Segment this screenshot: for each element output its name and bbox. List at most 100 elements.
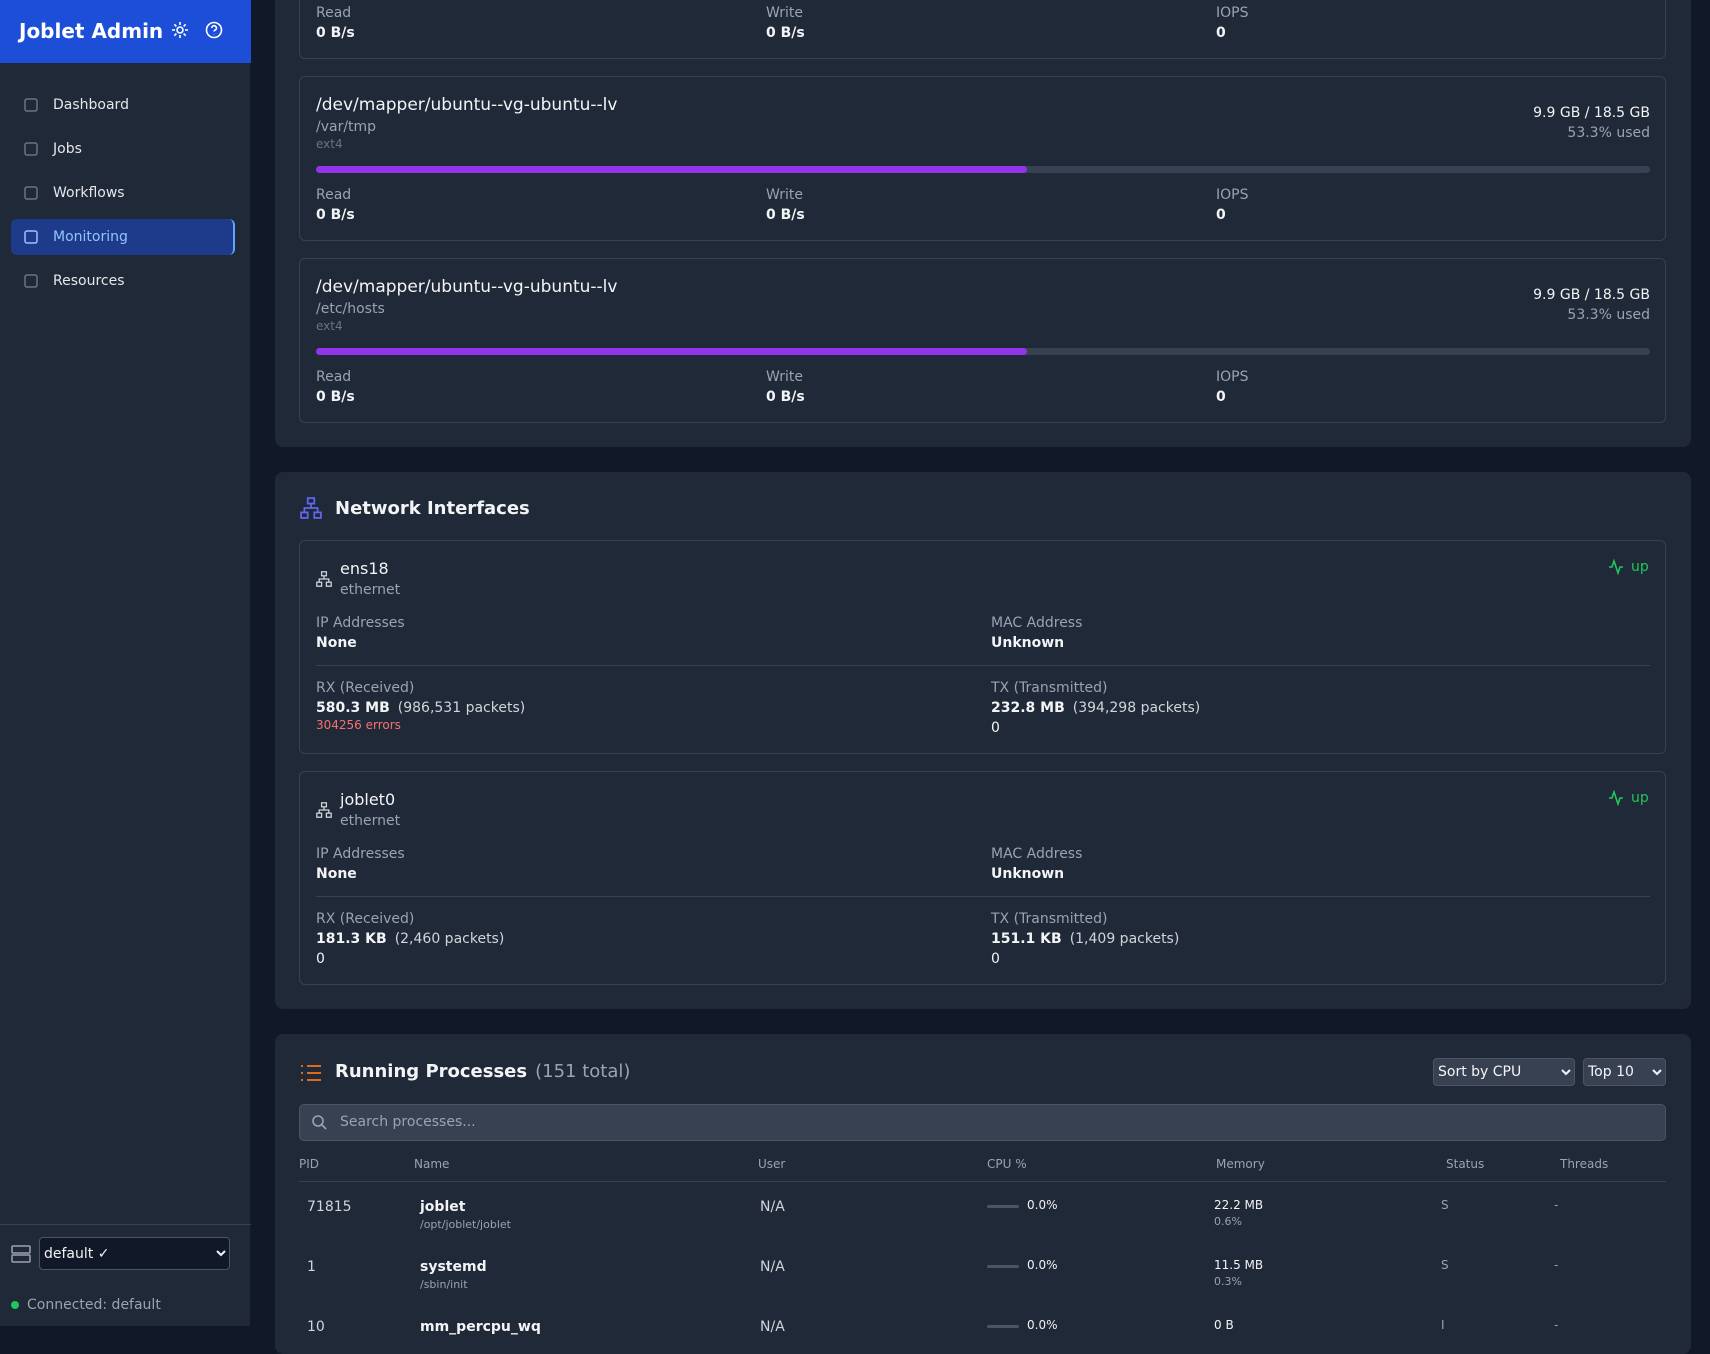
- interface-card: [299, 771, 1666, 985]
- nav-active: [11, 219, 235, 255]
- column-header: Threads: [1560, 1156, 1609, 1171]
- disk-used: 53.3% used: [1567, 306, 1650, 323]
- stat-label: IOPS: [1216, 4, 1249, 21]
- interface-name: ens18: [340, 559, 389, 579]
- nav-icon: [23, 229, 39, 249]
- disk-usage: 9.9 GB / 18.5 GB: [1533, 286, 1650, 303]
- interface-status: up: [1631, 558, 1649, 575]
- column-header: Name: [414, 1156, 450, 1171]
- disk-device: /dev/mapper/ubuntu--vg-ubuntu--lv: [316, 94, 618, 115]
- nav-item[interactable]: Dashboard: [53, 96, 129, 113]
- stat-value: 0: [1216, 206, 1226, 223]
- process-name: systemd: [420, 1258, 487, 1275]
- rx-extra: 0: [316, 950, 325, 967]
- process-name: joblet: [420, 1198, 466, 1215]
- column-header: PID: [299, 1156, 320, 1171]
- rx-value: 580.3 MB: [316, 699, 390, 716]
- column-header: Status: [1446, 1156, 1485, 1171]
- user: N/A: [760, 1258, 785, 1275]
- ip-value: None: [316, 634, 357, 651]
- disk-used: 53.3% used: [1567, 124, 1650, 141]
- status-icon: [1608, 558, 1624, 579]
- pid: 71815: [307, 1198, 352, 1215]
- stat-label: Write: [766, 186, 803, 203]
- cpu-track: [987, 1325, 1019, 1328]
- tx-extra: 0: [991, 719, 1000, 736]
- rx-value: 181.3 KB: [316, 930, 387, 947]
- search-box[interactable]: [299, 1104, 1666, 1141]
- settings-icon[interactable]: [171, 21, 189, 43]
- nav-item[interactable]: Workflows: [53, 184, 125, 201]
- interface-icon: [316, 802, 332, 822]
- status: I: [1441, 1317, 1445, 1332]
- nav-item[interactable]: Resources: [53, 272, 125, 289]
- process-panel: [275, 1034, 1691, 1354]
- cpu-value: 0.0%: [1027, 1197, 1058, 1212]
- nav-icon: [23, 97, 39, 117]
- usage-bar: [316, 166, 1028, 173]
- cpu-value: 0.0%: [1027, 1317, 1058, 1332]
- tx-packets: (394,298 packets): [1072, 699, 1201, 716]
- mac-value: Unknown: [991, 634, 1065, 651]
- network-icon: [300, 497, 322, 523]
- ip-value: None: [316, 865, 357, 882]
- nav-item[interactable]: Jobs: [53, 140, 82, 157]
- column-header: CPU %: [987, 1156, 1027, 1171]
- disk-panel: [275, 0, 1691, 447]
- search-icon: [311, 1114, 327, 1134]
- divider: [316, 896, 1650, 897]
- rx-label: RX (Received): [316, 910, 415, 927]
- stat-label: Read: [316, 368, 352, 385]
- limit-select[interactable]: Top 10: [1583, 1058, 1666, 1086]
- connection-status: Connected: default: [27, 1296, 161, 1313]
- tx-label: TX (Transmitted): [991, 679, 1108, 696]
- server-select[interactable]: default ✓: [39, 1237, 230, 1270]
- interface-type: ethernet: [340, 581, 401, 598]
- tx-label: TX (Transmitted): [991, 910, 1108, 927]
- app-title: Joblet Admin: [19, 19, 164, 43]
- rx-packets: (986,531 packets): [397, 699, 526, 716]
- status: S: [1441, 1257, 1449, 1272]
- pid: 10: [307, 1318, 325, 1335]
- tx-value: 232.8 MB: [991, 699, 1065, 716]
- stat-label: Read: [316, 186, 352, 203]
- process-path: /sbin/init: [420, 1278, 468, 1292]
- user: N/A: [760, 1198, 785, 1215]
- memory: 22.2 MB: [1214, 1197, 1264, 1212]
- usage-bar: [316, 348, 1028, 355]
- stat-value: 0 B/s: [316, 206, 355, 223]
- tx-packets: (1,409 packets): [1069, 930, 1180, 947]
- stat-value: 0: [1216, 24, 1226, 41]
- stat-value: 0 B/s: [766, 206, 805, 223]
- process-title: Running Processes: [335, 1061, 528, 1083]
- stat-label: Read: [316, 4, 352, 21]
- pid: 1: [307, 1258, 316, 1275]
- disk-fs: ext4: [316, 318, 343, 333]
- stat-value: 0 B/s: [766, 388, 805, 405]
- stat-label: Write: [766, 368, 803, 385]
- threads: -: [1554, 1317, 1559, 1332]
- disk-device: /dev/mapper/ubuntu--vg-ubuntu--lv: [316, 276, 618, 297]
- search-placeholder: Search processes...: [340, 1113, 476, 1130]
- tx-value: 151.1 KB: [991, 930, 1062, 947]
- status: S: [1441, 1197, 1449, 1212]
- rx-label: RX (Received): [316, 679, 415, 696]
- process-path: /opt/joblet/joblet: [420, 1218, 511, 1232]
- mac-label: MAC Address: [991, 845, 1083, 862]
- threads: -: [1554, 1197, 1559, 1212]
- mac-value: Unknown: [991, 865, 1065, 882]
- network-title: Network Interfaces: [335, 498, 530, 520]
- stat-value: 0: [1216, 388, 1226, 405]
- sort-select[interactable]: Sort by CPU: [1433, 1058, 1575, 1086]
- process-title-line: Running Processes (151 total): [335, 1061, 630, 1083]
- status-dot: [11, 1301, 19, 1309]
- network-panel: [275, 472, 1691, 1009]
- nav-item[interactable]: Monitoring: [53, 228, 128, 245]
- header-divider: [299, 1181, 1666, 1182]
- help-icon[interactable]: [205, 21, 223, 43]
- cpu-track: [987, 1265, 1019, 1268]
- rx-line: 580.3 MB (986,531 packets): [316, 700, 525, 717]
- status-icon: [1608, 789, 1624, 810]
- memory-percent: 0.6%: [1214, 1215, 1242, 1229]
